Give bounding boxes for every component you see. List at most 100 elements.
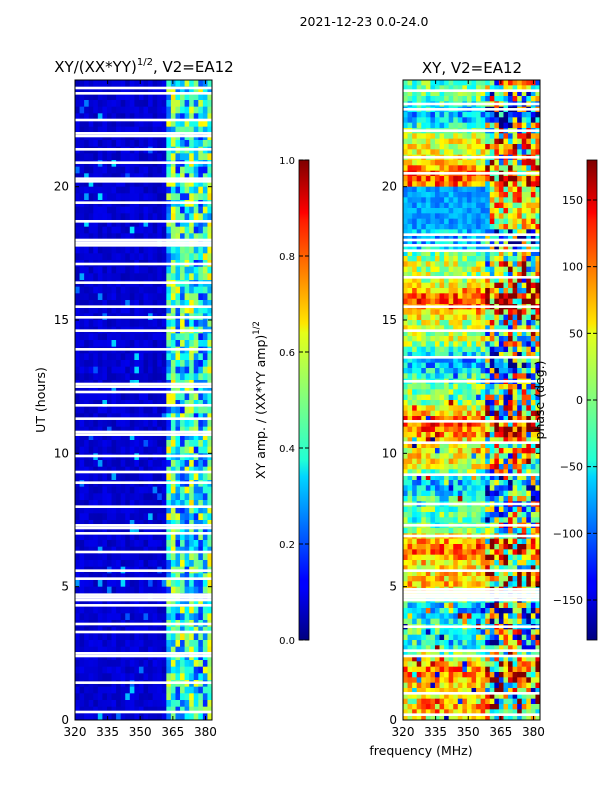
heatmap1-cell [84, 140, 90, 148]
heatmap2-cell [430, 298, 436, 305]
heatmap2-cell [448, 192, 454, 198]
heatmap1-cell [125, 140, 131, 148]
heatmap2-cell [489, 165, 495, 172]
heatmap1-cell [79, 426, 85, 434]
heatmap2-cell [462, 362, 468, 369]
heatmap2-cell [457, 144, 463, 150]
heatmap2-cell [430, 80, 436, 86]
heatmap2-cell [521, 213, 527, 220]
heatmap1-cell [198, 140, 204, 148]
heatmap2-cell [476, 80, 482, 86]
heatmap1-cell [106, 606, 112, 614]
heatmap2-cell [476, 362, 482, 369]
heatmap1-cell [120, 366, 126, 374]
heatmap2-cell [421, 384, 427, 390]
heatmap1-cell [180, 466, 185, 474]
heatmap1-cell [157, 693, 163, 701]
heatmap1-cell [148, 426, 154, 434]
heatmap2-cell [466, 341, 472, 348]
heatmap2-cell [476, 138, 482, 145]
heatmap1-cell [202, 386, 208, 394]
heatmap1-cell [152, 426, 158, 434]
heatmap1-cell [88, 406, 94, 414]
heatmap1-cell [189, 646, 195, 654]
heatmap2-cell [476, 373, 482, 380]
heatmap1-cell [88, 366, 94, 374]
heatmap2-cell [485, 165, 491, 172]
heatmap1-cell [184, 713, 190, 720]
heatmap2-cell [521, 362, 527, 369]
heatmap2-cell [485, 112, 491, 118]
heatmap2-cell [485, 80, 491, 86]
heatmap1-cell [175, 520, 181, 528]
heatmap2-cell [425, 432, 431, 438]
heatmap2-cell [434, 309, 440, 316]
heatmap1-cell [97, 540, 103, 548]
heatmap1-cell [125, 513, 131, 521]
heatmap1-cell [166, 306, 172, 314]
heatmap1-cell [170, 666, 176, 674]
heatmap1-cell [143, 446, 149, 454]
heatmap2-cell [480, 192, 486, 198]
heatmap2-cell [476, 176, 482, 182]
heatmap1-cell [198, 286, 204, 294]
heatmap2-cell [485, 325, 491, 332]
heatmap1-cell [129, 373, 135, 381]
heatmap1-cell [138, 553, 144, 561]
heatmap1-cell [166, 180, 172, 188]
heatmap1-cell [189, 706, 195, 714]
heatmap1-cell [157, 213, 163, 221]
heatmap2-cell [407, 336, 413, 342]
heatmap1-cell [97, 266, 103, 274]
heatmap1-cell [170, 226, 176, 234]
heatmap2-cell [462, 389, 468, 396]
heatmap1-cell [148, 366, 154, 374]
heatmap1-cell [84, 300, 90, 308]
heatmap1-cell [134, 486, 140, 494]
heatmap1-cell [84, 446, 90, 454]
heatmap2-cell [503, 138, 509, 145]
heatmap2-cell [489, 138, 495, 145]
heatmap2-cell [434, 293, 440, 300]
heatmap1-cell [170, 386, 176, 394]
heatmap2-cell [489, 90, 495, 97]
heatmap1-cell [189, 713, 195, 720]
heatmap1-cell [198, 113, 204, 121]
heatmap2-cell [462, 298, 468, 305]
heatmap2-cell [485, 202, 491, 209]
heatmap1-cell [106, 386, 112, 394]
heatmap2-cell [466, 245, 472, 252]
heatmap2-cell [434, 298, 440, 305]
heatmap2-cell [526, 309, 532, 316]
heatmap1-cell [93, 400, 99, 408]
heatmap2-cell [503, 213, 509, 220]
heatmap1-cell [170, 533, 176, 541]
heatmap2-cell [530, 149, 536, 156]
heatmap1-cell [134, 86, 140, 94]
heatmap2-cell [494, 421, 500, 428]
heatmap1-cell [170, 513, 176, 521]
heatmap1-cell [207, 473, 212, 481]
heatmap1-cell [207, 506, 212, 514]
heatmap2-cell [485, 133, 491, 140]
heatmap2-cell [508, 197, 513, 204]
heatmap1-cell [125, 526, 131, 534]
heatmap1-cell [166, 646, 172, 654]
heatmap1-cell [129, 226, 135, 234]
heatmap1-cell [120, 433, 126, 441]
heatmap2-cell [485, 437, 491, 444]
heatmap1-cell [184, 366, 190, 374]
heatmap1-cell [198, 606, 204, 614]
heatmap2-cell [412, 277, 418, 284]
heatmap2-cell [521, 112, 527, 118]
heatmap1-cell [189, 500, 195, 508]
heatmap2-cell [453, 165, 459, 172]
heatmap2-cell [535, 352, 540, 358]
heatmap1-cell [88, 560, 94, 568]
heatmap2-cell [517, 117, 523, 124]
heatmap1-cell [75, 106, 80, 114]
heatmap2-cell [425, 384, 431, 390]
heatmap1-cell [129, 393, 135, 401]
heatmap1-cell [166, 320, 172, 328]
heatmap1-cell [120, 253, 126, 261]
